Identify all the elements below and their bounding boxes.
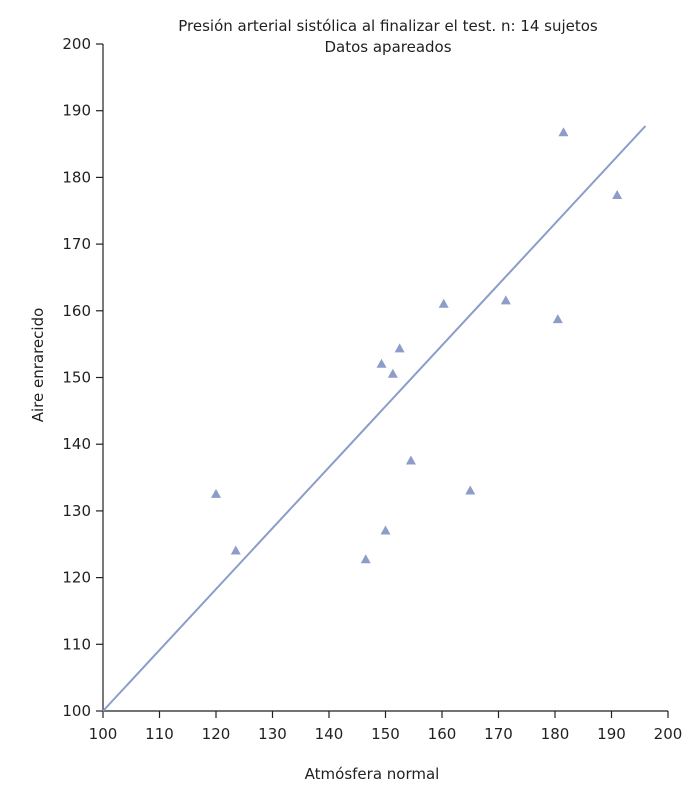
x-tick-label: 200 xyxy=(654,725,683,743)
chart-title: Presión arterial sistólica al finalizar … xyxy=(178,17,598,35)
data-point-triangle xyxy=(380,525,391,535)
x-axis-ticks: 100 110 120 130 140 150 160 170 180 190 200 xyxy=(89,711,683,743)
x-tick-label: 180 xyxy=(541,725,570,743)
data-point-triangle xyxy=(558,127,569,137)
data-points xyxy=(211,127,623,564)
y-axis-label: Aire enrarecido xyxy=(29,308,47,423)
y-tick-label: 180 xyxy=(62,168,91,186)
data-point-triangle xyxy=(230,545,241,555)
y-axis-ticks: 100 110 120 130 140 150 160 170 180 190 200 xyxy=(62,35,103,720)
chart-subtitle: Datos apareados xyxy=(324,38,451,56)
x-tick-label: 130 xyxy=(258,725,287,743)
data-point-triangle xyxy=(612,190,623,200)
y-tick-label: 170 xyxy=(62,235,91,253)
x-tick-label: 110 xyxy=(145,725,174,743)
data-point-triangle xyxy=(360,554,371,564)
regression-line xyxy=(102,125,647,712)
x-axis-label: Atmósfera normal xyxy=(305,765,440,783)
y-tick-label: 110 xyxy=(62,635,91,653)
y-tick-label: 150 xyxy=(62,369,91,387)
y-tick-label: 140 xyxy=(62,435,91,453)
x-tick-label: 140 xyxy=(315,725,344,743)
data-point-triangle xyxy=(394,343,405,353)
data-point-triangle xyxy=(552,314,563,324)
y-tick-label: 130 xyxy=(62,502,91,520)
data-point-triangle xyxy=(405,455,416,465)
x-tick-label: 190 xyxy=(597,725,626,743)
data-point-triangle xyxy=(500,295,511,305)
y-tick-label: 160 xyxy=(62,302,91,320)
x-tick-label: 150 xyxy=(371,725,400,743)
data-point-triangle xyxy=(465,485,476,495)
x-tick-label: 100 xyxy=(89,725,118,743)
y-tick-label: 190 xyxy=(62,102,91,120)
data-point-triangle xyxy=(387,368,398,378)
y-tick-label: 200 xyxy=(62,35,91,53)
axes xyxy=(102,44,668,712)
x-tick-label: 170 xyxy=(484,725,513,743)
data-point-triangle xyxy=(211,488,221,498)
x-tick-label: 160 xyxy=(428,725,457,743)
data-point-triangle xyxy=(376,358,387,368)
y-tick-label: 100 xyxy=(62,702,91,720)
y-tick-label: 120 xyxy=(62,569,91,587)
data-point-triangle xyxy=(438,298,449,308)
x-tick-label: 120 xyxy=(202,725,231,743)
